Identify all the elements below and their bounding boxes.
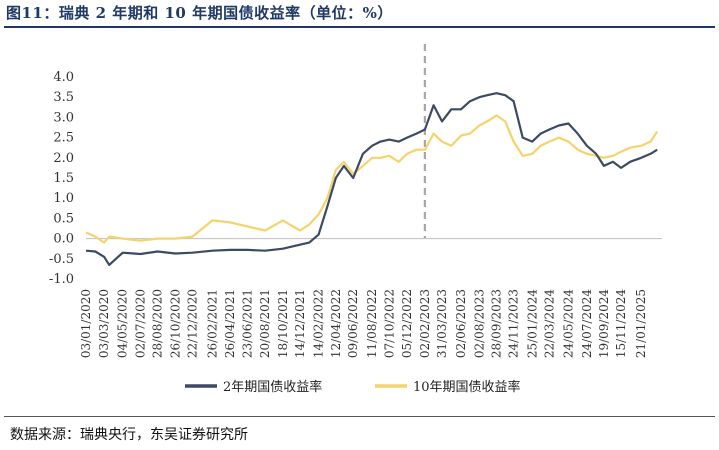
y-tick-label: 3.0 [53, 110, 74, 125]
x-tick-label: 03/03/2020 [97, 289, 111, 358]
x-tick-label: 09/06/2022 [346, 289, 360, 358]
source-rule [4, 416, 715, 417]
x-tick-label: 22/12/2020 [186, 289, 200, 358]
y-tick-label: 0.0 [53, 232, 74, 247]
chart-title: 图11：瑞典 2 年期和 10 年期国债收益率（单位：%） [6, 4, 393, 22]
x-tick-label: 11/08/2022 [365, 289, 379, 358]
series-2y-line [85, 92, 658, 266]
title-rule [4, 26, 715, 28]
x-tick-label: 28/08/2020 [151, 289, 165, 358]
source-note: 数据来源：瑞典央行，东吴证券研究所 [10, 427, 248, 443]
y-axis: 4.0 3.5 3.0 2.5 2.0 1.5 1.0 0.5 0.0 -0.5 -1.0 [49, 70, 74, 287]
legend-label: 10年期国债收益率 [413, 379, 521, 395]
x-tick-label: 02/07/2020 [133, 289, 147, 358]
x-tick-label: 02/02/2023 [418, 289, 432, 358]
x-tick-label: 14/12/2021 [293, 289, 307, 358]
legend: 2年期国债收益率 10年期国债收益率 [185, 379, 521, 395]
x-tick-label: 24/05/2024 [561, 289, 575, 359]
x-tick-label: 26/02/2021 [205, 289, 219, 358]
y-tick-label: 3.5 [53, 90, 74, 105]
y-tick-label: 2.0 [53, 151, 74, 166]
x-tick-label: 23/06/2021 [241, 289, 255, 358]
series-10y-line [85, 114, 659, 244]
x-tick-label: 15/11/2024 [614, 289, 628, 359]
x-tick-label: 04/05/2020 [116, 289, 130, 358]
y-tick-label: 0.5 [53, 211, 74, 226]
x-tick-label: 26/04/2021 [223, 289, 237, 358]
y-tick-label: 2.5 [53, 131, 74, 146]
x-tick-label: 21/01/2025 [634, 289, 648, 358]
x-tick-label: 02/06/2023 [454, 289, 468, 358]
x-tick-label: 03/01/2020 [79, 289, 93, 358]
x-tick-label: 26/10/2020 [168, 289, 182, 358]
x-tick-label: 25/01/2024 [525, 289, 539, 359]
y-tick-label: 4.0 [53, 70, 74, 85]
x-axis: 03/01/2020 03/03/2020 04/05/2020 02/07/2020… [79, 44, 662, 358]
x-tick-label: 31/03/2023 [435, 289, 449, 358]
x-tick-label: 12/04/2022 [329, 289, 343, 358]
series-group [85, 92, 659, 266]
x-tick-label: 22/03/2024 [542, 289, 556, 359]
x-tick-label: 24/11/2023 [507, 289, 521, 358]
y-tick-label: 1.5 [53, 171, 74, 186]
y-tick-label: 1.0 [53, 191, 74, 206]
x-tick-label: 20/08/2021 [258, 289, 272, 358]
x-tick-label: 18/10/2021 [276, 289, 290, 358]
y-tick-label: -1.0 [49, 272, 74, 287]
x-tick-label: 24/07/2024 [580, 289, 594, 359]
x-tick-label: 28/09/2023 [489, 289, 503, 358]
x-tick-label: 14/02/2022 [312, 289, 326, 358]
y-tick-label: -0.5 [49, 252, 74, 267]
x-tick-label: 07/10/2022 [382, 289, 396, 358]
x-tick-label: 19/09/2024 [597, 289, 611, 359]
legend-label: 2年期国债收益率 [223, 379, 322, 395]
x-tick-label: 02/08/2023 [472, 289, 486, 358]
x-tick-label: 05/12/2022 [400, 289, 414, 358]
